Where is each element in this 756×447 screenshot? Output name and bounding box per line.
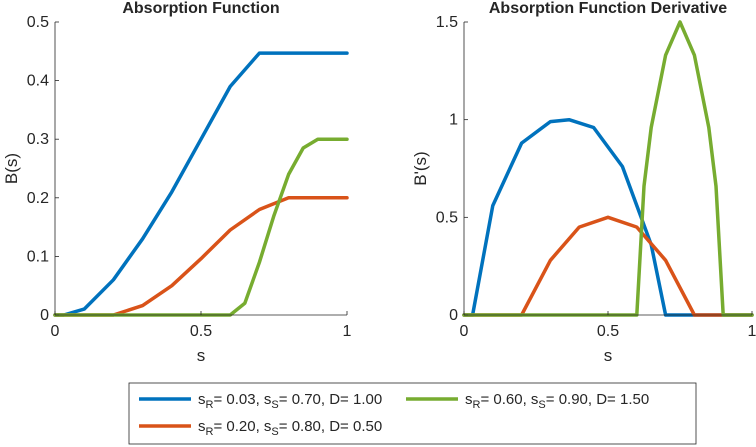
- right-y-tick-label: 1: [449, 112, 458, 129]
- left-chart-title: Absorption Function: [122, 0, 279, 17]
- right-y-tick-label: 0: [449, 307, 458, 324]
- right-series-2-line: [462, 215, 754, 317]
- right-x-axis-label: s: [604, 346, 613, 365]
- absorption-function-chart: 0 0.5 1 0 0.1 0.2 0.3 0.4 0.5 Absorption Function…: [2, 0, 352, 365]
- right-y-tick-label: 1.5: [436, 14, 458, 31]
- left-x-tick-label: 1: [343, 323, 352, 340]
- left-y-tick-label: 0.3: [27, 131, 49, 148]
- left-x-tick-label: 0.5: [190, 323, 212, 340]
- left-series-3-line: [53, 137, 349, 317]
- right-series-3-line: [462, 20, 754, 317]
- left-y-tick-label: 0.5: [27, 14, 49, 31]
- absorption-derivative-chart: 0 0.5 1 0 0.5 1 1.5 Absorption Function Derivat…: [411, 0, 756, 365]
- right-x-tick-label: 1: [748, 323, 756, 340]
- left-y-tick-label: 0: [40, 307, 49, 324]
- right-x-tick-label: 0: [460, 323, 469, 340]
- left-y-axis-label: B(s): [2, 153, 21, 184]
- left-series-1-line: [53, 51, 349, 317]
- legend-label-1: sR= 0.03, sS= 0.70, D= 1.00: [198, 391, 382, 411]
- left-x-axis-label: s: [197, 346, 206, 365]
- left-x-tick-label: 0: [51, 323, 60, 340]
- legend: sR= 0.03, sS= 0.70, D= 1.00 sR= 0.60, sS=…: [128, 382, 697, 445]
- left-y-tick-label: 0.4: [27, 73, 49, 90]
- legend-box: [128, 382, 697, 445]
- right-series-1-line: [462, 117, 754, 317]
- left-y-tick-label: 0.2: [27, 190, 49, 207]
- left-series-2-line: [53, 196, 349, 317]
- right-x-tick-label: 0.5: [597, 323, 619, 340]
- right-y-axis-label: B'(s): [411, 151, 430, 185]
- legend-label-2: sR= 0.20, sS= 0.80, D= 0.50: [198, 418, 382, 438]
- left-y-tick-label: 0.1: [27, 248, 49, 265]
- right-chart-title: Absorption Function Derivative: [489, 0, 727, 17]
- legend-label-3: sR= 0.60, sS= 0.90, D= 1.50: [465, 391, 649, 411]
- right-y-tick-label: 0.5: [436, 209, 458, 226]
